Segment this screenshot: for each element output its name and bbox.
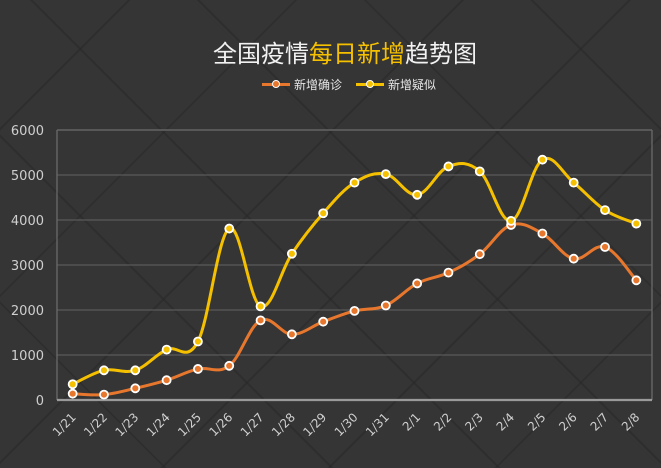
data-point-marker[interactable] [99, 389, 109, 400]
data-point-marker[interactable] [474, 249, 485, 260]
y-tick-label: 1000 [11, 349, 44, 364]
data-point-marker[interactable] [631, 275, 642, 286]
data-point-marker[interactable] [286, 329, 297, 340]
data-point-marker[interactable] [318, 208, 329, 219]
data-point-marker[interactable] [224, 360, 235, 371]
data-point-marker[interactable] [286, 248, 297, 259]
data-point-marker[interactable] [537, 154, 548, 165]
data-point-marker[interactable] [255, 301, 266, 312]
data-point-marker[interactable] [193, 336, 203, 347]
legend-item-confirmed[interactable]: 新增确诊 [262, 76, 342, 93]
x-tick-label: 1/29 [300, 410, 329, 439]
data-point-marker[interactable] [380, 300, 391, 311]
legend-line-marker-icon [356, 78, 385, 90]
x-tick-label: 1/22 [81, 410, 110, 439]
data-point-marker[interactable] [537, 228, 548, 239]
data-point-marker[interactable] [600, 205, 610, 216]
chart-legend: 新增确诊 新增疑似 [262, 75, 436, 93]
data-point-marker[interactable] [568, 253, 579, 264]
data-point-marker[interactable] [161, 375, 172, 386]
x-tick-label: 2/8 [619, 410, 643, 434]
data-point-marker[interactable] [349, 177, 360, 188]
legend-line-marker-icon [262, 78, 290, 90]
x-tick-label: 1/27 [238, 410, 267, 439]
x-tick-label: 1/30 [332, 410, 361, 439]
data-point-marker[interactable] [130, 383, 141, 394]
x-axis: 1/21 1/22 1/23 1/24 1/25 1/26 1/27 1/28 1/29 1/30… [50, 410, 643, 439]
y-tick-label: 4000 [11, 214, 44, 229]
x-tick-label: 1/28 [269, 410, 298, 439]
x-tick-label: 2/5 [525, 410, 549, 434]
y-tick-label: 6000 [11, 124, 44, 139]
y-tick-label: 0 [36, 394, 44, 409]
data-point-marker[interactable] [99, 365, 109, 376]
x-tick-label: 1/26 [206, 410, 235, 439]
data-point-marker[interactable] [600, 242, 610, 252]
legend-dot-suspected [366, 80, 375, 88]
data-point-marker[interactable] [224, 223, 235, 234]
data-point-marker[interactable] [443, 161, 454, 172]
data-point-marker[interactable] [506, 215, 516, 226]
data-point-marker[interactable] [568, 177, 579, 188]
data-point-marker[interactable] [380, 169, 391, 180]
legend-item-suspected[interactable]: 新增疑似 [356, 76, 436, 93]
x-tick-label: 2/1 [400, 410, 424, 434]
series-lines [67, 154, 642, 400]
x-tick-label: 2/2 [431, 410, 455, 434]
data-point-marker[interactable] [474, 166, 485, 177]
x-tick-label: 2/6 [556, 410, 580, 434]
data-point-marker[interactable] [443, 267, 454, 278]
data-point-marker[interactable] [318, 316, 329, 327]
y-tick-label: 5000 [11, 169, 44, 184]
data-point-marker[interactable] [67, 388, 78, 399]
series-suspected [67, 154, 642, 390]
data-point-marker[interactable] [255, 315, 266, 326]
x-tick-label: 1/21 [50, 410, 79, 439]
x-tick-label: 1/31 [363, 410, 392, 439]
legend-dot-confirmed [272, 80, 280, 88]
legend-label-suspected: 新增疑似 [388, 77, 437, 92]
chart-title-part1: 全国疫情 [213, 40, 309, 68]
chart-title-highlight: 每日新增 [309, 40, 405, 68]
data-point-marker[interactable] [193, 364, 203, 374]
chart-title: 全国疫情每日新增趋势图 [0, 38, 661, 70]
data-point-marker[interactable] [412, 189, 423, 200]
data-point-marker[interactable] [67, 379, 78, 390]
data-point-marker[interactable] [161, 344, 172, 355]
data-point-marker[interactable] [349, 305, 360, 316]
x-tick-label: 2/4 [494, 410, 518, 434]
x-tick-label: 1/25 [175, 410, 204, 439]
y-tick-label: 3000 [11, 259, 44, 274]
x-tick-label: 1/23 [112, 410, 141, 439]
x-tick-label: 2/7 [588, 410, 612, 434]
data-point-marker[interactable] [130, 365, 141, 376]
series-line [72, 156, 637, 386]
data-point-marker[interactable] [631, 218, 642, 229]
legend-label-confirmed: 新增确诊 [294, 77, 343, 92]
x-tick-label: 1/24 [144, 410, 173, 439]
series-confirmed [67, 220, 642, 400]
y-axis: 0 1000 2000 3000 4000 5000 6000 [11, 124, 44, 409]
chart-title-part2: 趋势图 [405, 40, 477, 68]
data-point-marker[interactable] [412, 278, 423, 289]
y-tick-label: 2000 [11, 304, 44, 319]
x-tick-label: 2/3 [462, 410, 486, 434]
